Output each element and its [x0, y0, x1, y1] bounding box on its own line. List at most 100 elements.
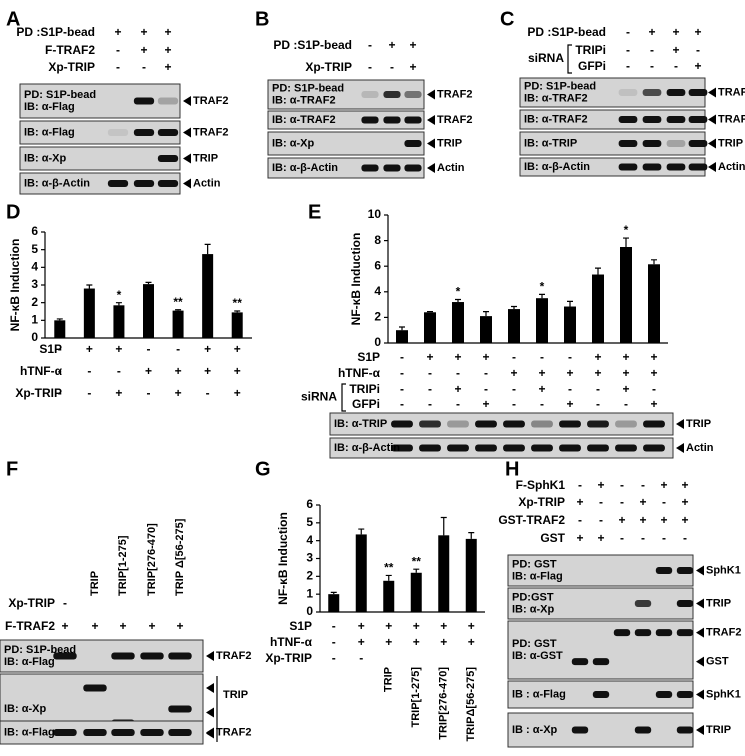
band — [666, 140, 686, 147]
bracket — [567, 44, 572, 74]
condition-sign: - — [652, 382, 656, 396]
error-bar — [330, 591, 337, 595]
condition-sign: - — [117, 364, 121, 378]
band — [83, 684, 107, 692]
bar — [355, 534, 367, 612]
bar — [452, 302, 464, 343]
condition-sign: - — [599, 513, 603, 527]
band — [618, 140, 638, 147]
error-bar — [358, 528, 365, 535]
band — [655, 567, 673, 574]
condition-sign: - — [674, 59, 678, 73]
lane-label: TRIP — [383, 667, 395, 692]
condition-sign: + — [115, 386, 122, 400]
band — [571, 726, 589, 734]
condition-sign: + — [164, 25, 171, 39]
panel-letter: H — [505, 458, 519, 480]
y-tick-label: 1 — [306, 586, 313, 600]
condition-sign: - — [620, 478, 624, 492]
bar — [648, 264, 660, 343]
condition-sign: + — [510, 366, 517, 380]
band — [634, 726, 652, 734]
condition-sign: - — [641, 478, 645, 492]
condition-sign: + — [468, 619, 475, 633]
arrowhead — [676, 419, 684, 429]
condition-sign: + — [576, 495, 583, 509]
arrowhead — [696, 598, 704, 609]
condition-sign: + — [694, 59, 701, 73]
bar — [113, 305, 125, 338]
condition-label: S1P — [39, 342, 62, 356]
error-bar — [86, 284, 93, 289]
condition-sign: + — [622, 382, 629, 396]
arrowhead — [183, 153, 191, 164]
band — [111, 652, 135, 660]
band — [419, 420, 441, 428]
condition-label: F-TRAF2 — [45, 43, 95, 57]
band — [404, 116, 422, 124]
antibody-label: PD: S1P-bead — [24, 89, 96, 101]
condition-sign: - — [620, 495, 624, 509]
condition-label: TRIPi — [349, 382, 380, 396]
target-label: Actin — [193, 177, 221, 189]
band — [107, 129, 129, 136]
y-axis-label: NF-κB Induction — [276, 512, 290, 605]
band — [531, 444, 553, 452]
arrowhead — [183, 127, 191, 138]
antibody-label: IB: α-Flag — [4, 656, 55, 668]
condition-sign: - — [626, 43, 630, 57]
error-bar — [595, 267, 601, 275]
condition-sign: + — [639, 495, 646, 509]
band — [503, 444, 525, 452]
condition-sign: - — [568, 382, 572, 396]
error-bar — [511, 305, 517, 310]
band — [655, 691, 673, 698]
band — [688, 116, 708, 123]
band — [391, 420, 413, 428]
blot-strip — [0, 639, 204, 673]
band — [643, 444, 665, 452]
condition-sign: + — [91, 619, 98, 633]
blot-strip — [19, 146, 181, 171]
condition-sign: - — [568, 350, 572, 364]
error-bar — [483, 311, 489, 317]
target-label: TRAF2 — [193, 95, 228, 107]
band — [587, 444, 609, 452]
arrowhead — [708, 162, 716, 172]
condition-label: TRIPi — [575, 43, 606, 57]
band — [618, 89, 638, 96]
panel-letter: C — [500, 8, 514, 30]
y-tick-label: 4 — [306, 533, 313, 547]
bar — [231, 312, 243, 338]
condition-sign: + — [639, 513, 646, 527]
y-tick-label: 8 — [374, 233, 381, 247]
error-bar — [468, 532, 475, 539]
arrowhead — [427, 138, 435, 149]
condition-sign: - — [206, 386, 210, 400]
condition-sign: + — [234, 342, 241, 356]
bar — [424, 312, 436, 343]
condition-sign: + — [176, 619, 183, 633]
y-tick-label: 0 — [306, 604, 313, 618]
lane-label: TRIPΔ[56-275] — [465, 667, 477, 742]
band — [133, 180, 155, 187]
lane-label: TRIP[1-275] — [117, 535, 129, 596]
bar — [54, 320, 66, 338]
condition-sign: - — [87, 386, 91, 400]
band — [587, 420, 609, 428]
condition-sign: - — [116, 43, 120, 57]
error-bar — [623, 237, 629, 247]
condition-sign: + — [86, 342, 93, 356]
target-label: Actin — [686, 442, 714, 454]
condition-sign: - — [650, 59, 654, 73]
antibody-label: IB: α-Flag — [24, 101, 75, 113]
lane-label: TRIP[276-470] — [438, 667, 450, 740]
condition-sign: + — [660, 513, 667, 527]
y-tick-label: 6 — [374, 258, 381, 272]
condition-sign: - — [400, 350, 404, 364]
blot-strip — [329, 437, 674, 459]
band — [571, 658, 589, 666]
target-label: SphK1 — [706, 688, 741, 700]
error-bar — [539, 293, 545, 299]
band — [140, 729, 164, 736]
